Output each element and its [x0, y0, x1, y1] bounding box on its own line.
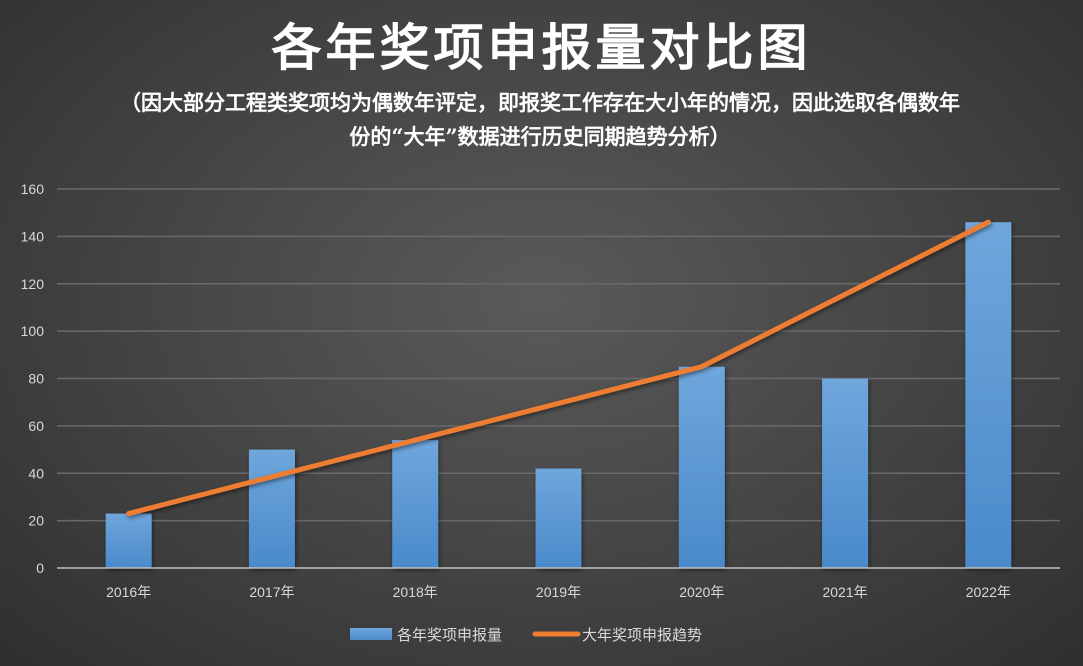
x-tick-label: 2021年	[822, 584, 867, 600]
y-tick-label: 80	[28, 371, 44, 387]
bar-2017年	[248, 449, 295, 568]
x-tick-label: 2022年	[966, 584, 1011, 600]
y-tick-label: 100	[21, 323, 45, 339]
y-tick-label: 40	[28, 465, 44, 481]
y-tick-label: 140	[21, 228, 45, 244]
chart-subtitle: （因大部分工程类奖项均为偶数年评定，即报奖工作存在大小年的情况，因此选取各偶数年…	[120, 90, 960, 149]
x-tick-label: 2017年	[249, 584, 294, 600]
trend-line	[126, 219, 991, 517]
x-tick-label: 2016年	[106, 584, 151, 600]
x-tick-label: 2018年	[393, 584, 438, 600]
y-tick-label: 120	[21, 276, 45, 292]
x-tick-label: 2019年	[536, 584, 581, 600]
legend-line-label: 大年奖项申报趋势	[582, 626, 702, 644]
legend-bar-label: 各年奖项申报量	[397, 626, 502, 644]
bar-2020年	[678, 366, 725, 568]
bar-2022年	[965, 222, 1012, 568]
chart-title: 各年奖项申报量对比图	[271, 18, 812, 77]
y-tick-label: 60	[28, 418, 44, 434]
bar-2016年	[105, 513, 152, 568]
y-tick-label: 160	[21, 181, 45, 197]
y-tick-label: 20	[28, 513, 44, 529]
y-tick-label: 0	[36, 560, 44, 576]
bar-2018年	[392, 440, 439, 568]
x-tick-label: 2020年	[679, 584, 724, 600]
bar-2021年	[822, 378, 869, 568]
bar-2019年	[535, 468, 582, 568]
legend-bar-swatch	[350, 628, 392, 640]
